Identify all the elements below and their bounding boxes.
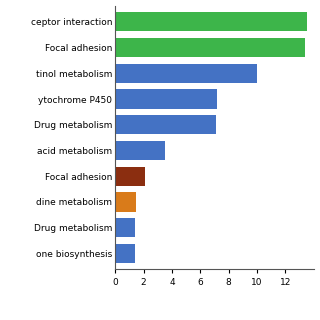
Bar xyxy=(115,64,257,83)
Bar xyxy=(115,192,136,212)
Bar xyxy=(115,115,216,134)
Bar xyxy=(115,218,135,237)
Bar xyxy=(115,244,135,263)
Bar xyxy=(115,89,217,109)
Bar xyxy=(115,141,165,160)
Bar xyxy=(115,166,145,186)
Bar xyxy=(115,12,307,31)
Bar xyxy=(115,38,305,57)
